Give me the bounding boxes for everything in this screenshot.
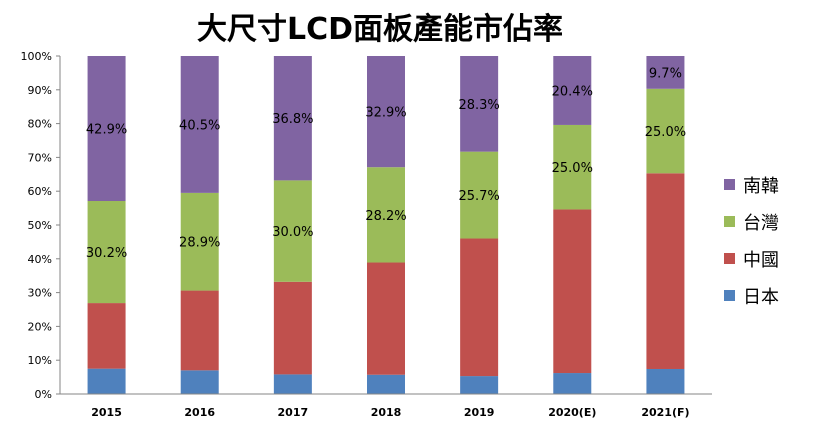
bar-segment bbox=[367, 167, 405, 263]
legend-label: 台灣 bbox=[743, 212, 779, 234]
legend-swatch bbox=[724, 290, 735, 301]
legend-swatch bbox=[724, 253, 735, 264]
data-label: 28.9% bbox=[179, 236, 220, 251]
y-tick-label: 0% bbox=[35, 388, 52, 401]
legend-label: 日本 bbox=[743, 286, 779, 308]
bar-segment bbox=[367, 56, 405, 168]
data-label: 28.2% bbox=[365, 209, 406, 224]
y-tick-label: 70% bbox=[28, 151, 52, 164]
bar-segment bbox=[273, 56, 312, 181]
chart-title: 大尺寸LCD面板產能市佔率 bbox=[196, 12, 564, 47]
y-tick-label: 100% bbox=[21, 50, 52, 63]
bar-segment bbox=[553, 124, 592, 210]
y-tick-label: 10% bbox=[28, 354, 52, 367]
data-label: 42.9% bbox=[86, 123, 127, 138]
bar-segment bbox=[646, 88, 685, 174]
bar-segment bbox=[180, 56, 219, 193]
bar-segment bbox=[460, 238, 499, 377]
bar-segment bbox=[273, 281, 312, 375]
bar-segment bbox=[646, 368, 685, 394]
y-tick-label: 30% bbox=[28, 287, 52, 300]
bar-segment bbox=[180, 192, 219, 291]
data-label: 9.7% bbox=[649, 66, 682, 81]
data-label: 28.3% bbox=[458, 98, 499, 113]
y-tick-label: 20% bbox=[28, 320, 52, 333]
data-label: 25.0% bbox=[645, 125, 686, 140]
bar-segment bbox=[180, 290, 219, 371]
data-label: 32.9% bbox=[365, 106, 406, 121]
bar-segment bbox=[87, 56, 126, 202]
y-tick-label: 50% bbox=[28, 219, 52, 232]
legend-item: 中國 bbox=[724, 240, 779, 277]
bar-segment bbox=[460, 376, 499, 394]
bar-segment bbox=[553, 373, 592, 394]
bar-segment bbox=[646, 173, 685, 369]
y-tick-label: 40% bbox=[28, 253, 52, 266]
x-tick-label: 2020(E) bbox=[548, 406, 596, 419]
y-tick-label: 90% bbox=[28, 84, 52, 97]
bar-segment bbox=[553, 56, 592, 125]
legend-label: 南韓 bbox=[743, 175, 779, 197]
legend-label: 中國 bbox=[743, 249, 779, 271]
x-tick-label: 2017 bbox=[278, 406, 309, 419]
bar-segment bbox=[460, 56, 499, 152]
y-tick-label: 80% bbox=[28, 118, 52, 131]
legend-item: 南韓 bbox=[724, 166, 779, 203]
bar-segment bbox=[367, 374, 405, 394]
bar-segment bbox=[273, 180, 312, 282]
bar-segment bbox=[273, 374, 312, 394]
x-tick-label: 2018 bbox=[371, 406, 402, 419]
data-label: 25.0% bbox=[552, 161, 593, 176]
legend-swatch bbox=[724, 179, 735, 190]
bar-segment bbox=[87, 201, 126, 304]
bar-segment bbox=[87, 368, 126, 394]
bar-segment bbox=[367, 262, 405, 375]
data-label: 30.2% bbox=[86, 246, 127, 261]
legend-swatch bbox=[724, 216, 735, 227]
x-tick-label: 2019 bbox=[464, 406, 495, 419]
legend: 南韓 台灣 中國 日本 bbox=[724, 166, 779, 314]
bar-segment bbox=[180, 370, 219, 394]
data-label: 25.7% bbox=[458, 189, 499, 204]
data-label: 30.0% bbox=[272, 225, 313, 240]
bar-segment bbox=[87, 303, 126, 369]
y-tick-label: 60% bbox=[28, 185, 52, 198]
x-tick-label: 2016 bbox=[184, 406, 215, 419]
bar-segment bbox=[553, 209, 592, 374]
legend-item: 日本 bbox=[724, 277, 779, 314]
x-tick-label: 2015 bbox=[91, 406, 122, 419]
bar-segment bbox=[646, 56, 685, 89]
data-label: 40.5% bbox=[179, 118, 220, 133]
legend-item: 台灣 bbox=[724, 203, 779, 240]
x-tick-label: 2021(F) bbox=[641, 406, 689, 419]
data-label: 20.4% bbox=[552, 84, 593, 99]
data-label: 36.8% bbox=[272, 112, 313, 127]
bar-segment bbox=[460, 151, 499, 239]
